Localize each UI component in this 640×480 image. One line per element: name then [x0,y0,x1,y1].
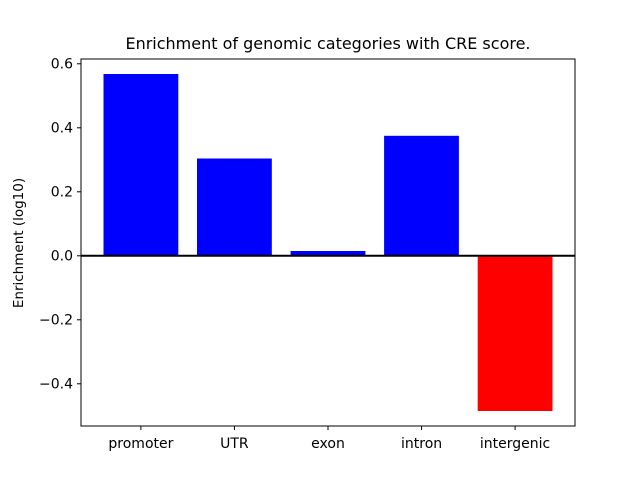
chart-title: Enrichment of genomic categories with CR… [125,34,530,53]
x-tick-label: promoter [108,436,173,452]
bar-intergenic [477,255,553,411]
bar-UTR [197,158,272,256]
x-tick-label: UTR [220,436,249,452]
y-tick-label: 0.2 [51,184,73,200]
plot-area: 0.6 0.4 0.2 0.0 −0.2 −0.4 promoter UTR exon intro… [39,56,576,452]
y-tick-label: 0.6 [51,56,73,72]
bar-promoter [103,74,179,256]
y-tick-label: −0.2 [39,312,73,328]
x-tick-label: intron [401,436,442,452]
y-tick-label: 0.4 [51,120,73,136]
bar-exon [290,251,366,256]
y-tick-label: −0.4 [39,376,73,392]
x-tick-label: intergenic [480,436,550,452]
y-axis-label: Enrichment (log10) [11,178,27,308]
y-tick-label: 0.0 [51,248,73,264]
bar-intron [384,135,459,256]
x-tick-label: exon [311,436,345,452]
